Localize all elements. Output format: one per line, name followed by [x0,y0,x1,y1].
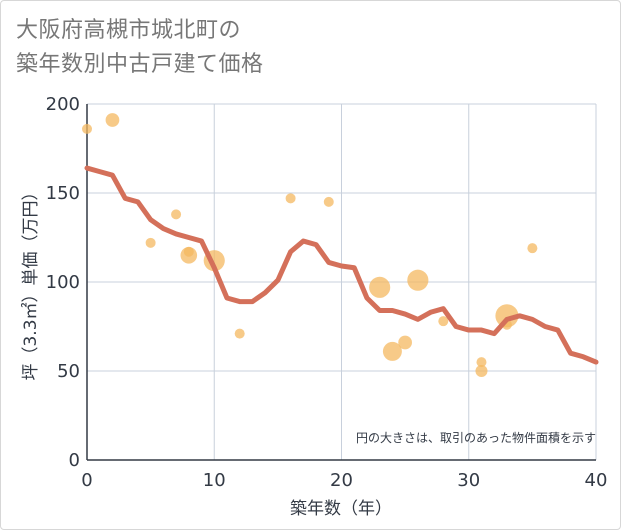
scatter-point [407,269,429,291]
y-tick-label: 150 [46,183,80,204]
x-tick-label: 10 [203,470,226,491]
grid-lines [86,103,597,461]
y-axis-title: 坪（3.3㎡）単価（万円） [21,183,41,380]
scatter-point [105,113,120,127]
bubble-size-note: 円の大きさは、取引のあった物件面積を示す [356,430,596,445]
x-tick-labels: 0 10 20 30 40 [81,470,607,491]
x-tick-label: 0 [81,470,92,491]
y-tick-label: 50 [57,361,80,382]
scatter-point [527,243,538,254]
x-tick-label: 40 [585,470,608,491]
scatter-point [438,316,449,327]
chart-title-line-1: 大阪府高槻市城北町の [16,18,242,43]
scatter-point [234,328,245,339]
y-tick-label: 200 [46,94,80,115]
y-tick-label: 0 [69,450,80,471]
trend-line-group [84,165,599,365]
scatter-point [398,335,412,350]
scatter-point [382,341,402,361]
y-tick-labels: 0 50 100 150 200 [46,94,80,471]
chart-title: 大阪府高槻市城北町の 築年数別中古戸建て価格 [16,14,264,82]
x-tick-label: 20 [330,470,353,491]
scatter-point [475,364,488,378]
scatter-point [82,123,92,134]
scatter-point [323,196,334,207]
scatter-bubbles [82,113,538,378]
scatter-point [495,304,519,328]
chart-title-line-2: 築年数別中古戸建て価格 [16,52,264,77]
scatter-point [476,357,487,368]
trend-line [84,165,599,365]
x-axis-title: 築年数（年） [290,499,392,519]
y-tick-label: 100 [46,272,80,293]
x-tick-label: 30 [457,470,480,491]
scatter-point [145,237,156,248]
scatter-point [183,246,194,257]
scatter-point [369,276,391,298]
scatter-point [285,193,296,204]
scatter-point [171,209,182,220]
